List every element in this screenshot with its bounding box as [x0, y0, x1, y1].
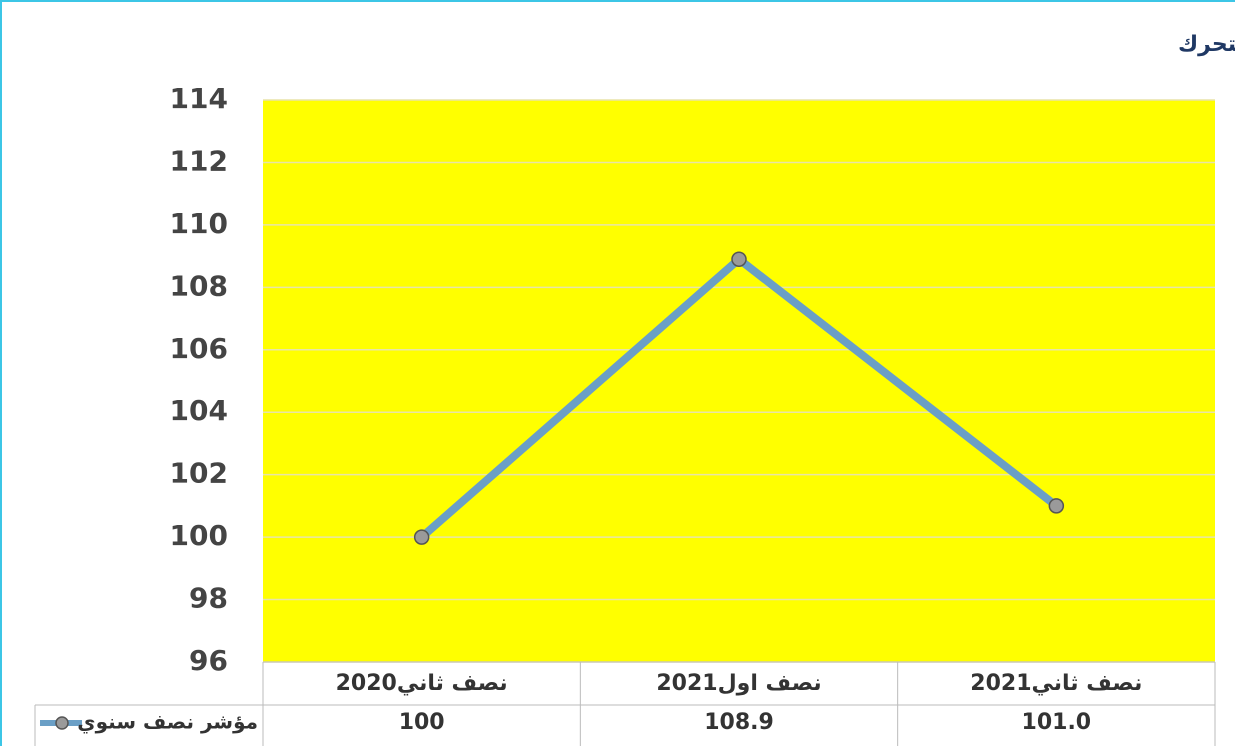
marker	[731, 251, 747, 267]
y-tick-label: 112	[170, 144, 228, 177]
x-tick-label: نصف اول2021	[656, 671, 821, 696]
data-label: 108.9	[704, 710, 774, 735]
x-tick-label: نصف ثاني2020	[336, 671, 508, 696]
plot-area	[263, 100, 1215, 662]
x-tick-label: نصف ثاني2021	[970, 671, 1142, 696]
y-tick-label: 96	[189, 644, 228, 677]
data-label: 100	[399, 710, 445, 735]
marker	[413, 529, 430, 545]
y-tick-label: 104	[170, 394, 228, 427]
marker	[1048, 498, 1065, 514]
y-tick-label: 106	[170, 332, 228, 365]
y-tick-label: 100	[170, 519, 228, 552]
y-tick-label: 108	[170, 269, 228, 302]
y-tick-label: 114	[170, 82, 228, 115]
y-tick-label: 102	[170, 457, 228, 490]
legend-label: مؤشر نصف سنوي	[77, 710, 258, 735]
legend-key-marker	[55, 716, 69, 730]
chart-title: شكل (15) تطورالرقم القياسي لمؤشر القطاع …	[1178, 32, 1235, 57]
y-tick-label: 98	[189, 582, 228, 615]
data-label: 101.0	[1022, 710, 1092, 735]
y-tick-label: 110	[170, 207, 228, 240]
